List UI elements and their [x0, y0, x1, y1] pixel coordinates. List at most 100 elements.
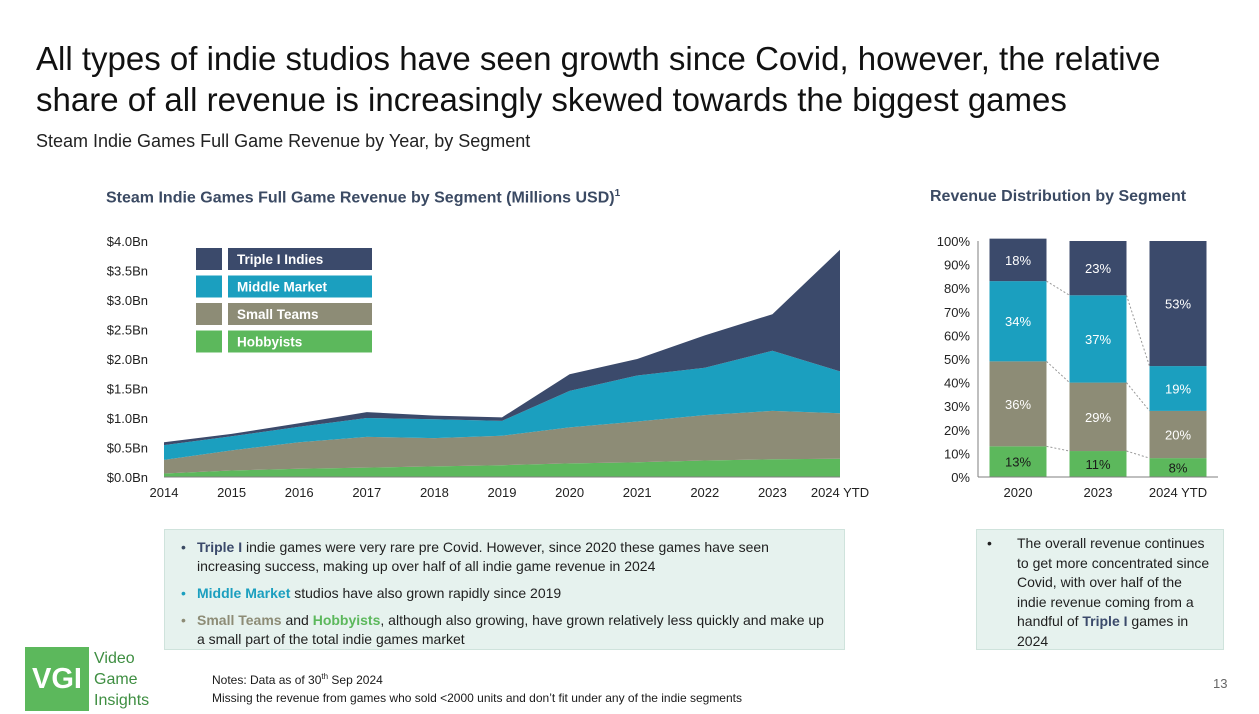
notes: Notes: Data as of 30th Sep 2024 Missing …	[212, 668, 742, 707]
x-tick-label: 2019	[488, 485, 517, 500]
x-tick-label: 2016	[285, 485, 314, 500]
keyword-triple-i: Triple I	[197, 539, 243, 555]
y-tick-label: 50%	[944, 352, 970, 367]
keyword-small-teams: Small Teams	[197, 612, 282, 628]
connector-line	[1046, 445, 1070, 452]
y-tick-label: 80%	[944, 281, 970, 296]
x-tick-label: 2023	[758, 485, 787, 500]
connector-line	[1126, 382, 1150, 412]
page-number: 13	[1213, 676, 1228, 691]
connector-line	[1126, 295, 1150, 367]
area-series-triple-i-indies	[164, 249, 840, 446]
x-tick-label: 2024 YTD	[1149, 485, 1207, 500]
insight-text: games in 2024	[1017, 613, 1189, 649]
y-tick-label: 10%	[944, 446, 970, 461]
bar-segment-triple-i-indies	[1069, 241, 1127, 296]
notes-text: Sep 2024	[328, 673, 383, 687]
logo-line: Game	[94, 671, 138, 688]
y-tick-label: 20%	[944, 423, 970, 438]
bar-segment-hobbyists	[1069, 451, 1127, 477]
x-tick-label: 2020	[1004, 485, 1033, 500]
left-chart-title-text: Steam Indie Games Full Game Revenue by S…	[106, 189, 615, 207]
y-tick-label: $2.0Bn	[107, 352, 148, 367]
bar-segment-hobbyists	[1149, 458, 1207, 477]
notes-line-2: Missing the revenue from games who sold …	[212, 691, 742, 705]
left-insight-box: Triple I indie games were very rare pre …	[164, 529, 845, 650]
bar-data-label: 34%	[1005, 314, 1031, 329]
legend-swatch	[196, 330, 222, 353]
bar-data-label: 19%	[1165, 382, 1191, 397]
insight-text: and	[281, 612, 313, 628]
bar-segment-middle-market	[989, 281, 1047, 362]
x-tick-label: 2021	[623, 485, 652, 500]
y-tick-label: $3.5Bn	[107, 264, 148, 279]
y-tick-label: 100%	[937, 234, 971, 249]
insight-list: Triple I indie games were very rare pre …	[175, 538, 832, 649]
y-tick-label: $4.0Bn	[107, 234, 148, 249]
bar-segment-triple-i-indies	[1149, 241, 1207, 367]
keyword-middle-market: Middle Market	[197, 585, 291, 601]
bar-data-label: 37%	[1085, 332, 1111, 347]
legend-label-bg	[228, 248, 372, 270]
legend-label-bg	[228, 303, 372, 325]
insight-text: The overall revenue continues to get mor…	[1017, 535, 1210, 629]
y-tick-label: $3.0Bn	[107, 293, 148, 308]
y-tick-label: 0%	[951, 470, 970, 485]
y-tick-label: 60%	[944, 328, 970, 343]
right-insight-box: • The overall revenue continues to get m…	[976, 529, 1224, 650]
legend-label: Middle Market	[237, 280, 328, 295]
logo-line: Insights	[94, 692, 150, 709]
legend-label-bg	[228, 275, 372, 298]
keyword-triple-i: Triple I	[1082, 613, 1128, 629]
bar-data-label: 11%	[1085, 457, 1110, 472]
bar-segment-small-teams	[1149, 410, 1207, 459]
connector-line	[1046, 360, 1070, 383]
bar-segment-hobbyists	[989, 446, 1047, 477]
legend-swatch	[196, 275, 222, 298]
notes-text: Notes: Data as of 30	[212, 673, 322, 687]
right-chart-title: Revenue Distribution by Segment	[930, 188, 1187, 205]
bar-segment-middle-market	[1069, 295, 1127, 383]
area-series-small-teams	[164, 410, 840, 474]
bar-data-label: 29%	[1085, 410, 1111, 425]
legend-label-bg	[228, 330, 372, 353]
area-series-hobbyists	[164, 458, 840, 477]
vgi-logo: VGI	[25, 647, 89, 711]
x-tick-label: 2014	[150, 485, 179, 500]
x-tick-label: 2022	[690, 485, 719, 500]
keyword-hobbyists: Hobbyists	[312, 612, 381, 628]
bar-data-label: 20%	[1165, 428, 1191, 443]
y-tick-label: 70%	[944, 305, 970, 320]
legend-swatch	[196, 303, 222, 325]
bullet-icon: •	[987, 535, 992, 551]
x-tick-label: 2018	[420, 485, 449, 500]
area-series-middle-market	[164, 350, 840, 460]
x-tick-label: 2024 YTD	[811, 485, 869, 500]
connector-line	[1126, 450, 1150, 459]
y-tick-label: $1.0Bn	[107, 411, 148, 426]
bar-segment-small-teams	[1069, 382, 1127, 452]
x-tick-label: 2015	[217, 485, 246, 500]
connector-line	[1046, 280, 1070, 296]
revenue-area-chart: $0.0Bn $0.5Bn $1.0Bn $1.5Bn $2.0Bn $2.5Bn $3.0…	[107, 234, 869, 500]
legend-label: Small Teams	[237, 307, 319, 322]
insight-text: , although also growing, have grown rela…	[197, 612, 824, 647]
x-tick-label: 2017	[352, 485, 381, 500]
notes-line-1: Notes: Data as of 30th Sep 2024	[212, 668, 742, 689]
bar-data-label: 53%	[1165, 297, 1191, 312]
y-tick-label: 40%	[944, 376, 970, 391]
y-tick-label: $0.0Bn	[107, 470, 148, 485]
logo-wordmark: Video Game Insights	[94, 648, 149, 711]
notes-sup: th	[321, 672, 329, 681]
x-tick-label: 2023	[1084, 485, 1113, 500]
bar-data-label: 18%	[1005, 253, 1031, 268]
bar-data-label: 13%	[1005, 455, 1031, 470]
logo-line: Video	[94, 650, 135, 667]
left-chart-title: Steam Indie Games Full Game Revenue by S…	[106, 188, 620, 207]
insight-text: studios have also grown rapidly since 20…	[290, 585, 562, 601]
bar-data-label: 36%	[1005, 397, 1031, 412]
y-tick-label: $1.5Bn	[107, 382, 148, 397]
insight-small-teams: Small Teams and Hobbyists, although also…	[181, 611, 832, 649]
legend-label: Triple I Indies	[237, 252, 323, 267]
x-tick-label: 2020	[555, 485, 584, 500]
